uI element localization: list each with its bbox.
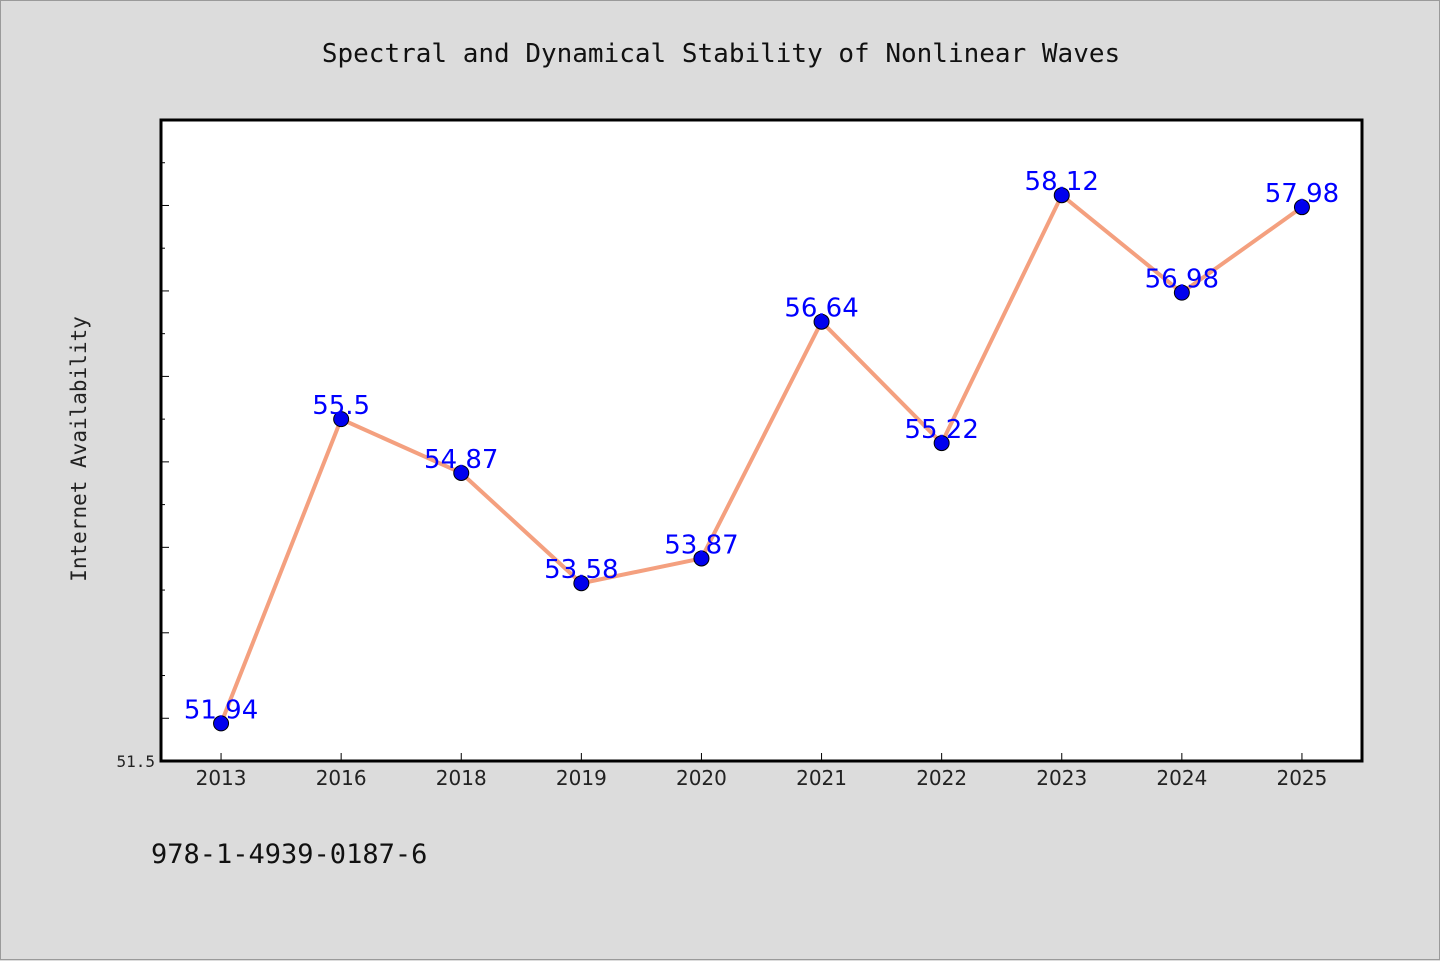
x-tick-label: 2024 — [1156, 766, 1207, 790]
data-label: 53.87 — [664, 530, 738, 560]
y-axis-label: Internet Availability — [67, 316, 91, 582]
isbn-label: 978-1-4939-0187-6 — [151, 839, 427, 870]
x-tick-label: 2023 — [1036, 766, 1087, 790]
x-tick-label: 2021 — [796, 766, 847, 790]
x-axis: 2013 2016 2018 2019 2020 2021 2022 2023 2024 2025 — [196, 753, 1327, 790]
data-label: 57.98 — [1265, 179, 1339, 209]
x-tick-label: 2020 — [676, 766, 727, 790]
chart-title: Spectral and Dynamical Stability of Nonl… — [322, 39, 1120, 69]
data-label: 55.5 — [312, 391, 370, 421]
x-tick-label: 2018 — [436, 766, 487, 790]
data-label: 51.94 — [184, 695, 258, 725]
y-axis: 51.5 — [116, 119, 169, 771]
x-tick-label: 2013 — [196, 766, 247, 790]
series-line-group: 51.94 55.5 54.87 53.58 53.87 56.64 55.22 58.12 5… — [184, 167, 1339, 732]
data-label: 56.98 — [1145, 265, 1219, 295]
data-point-marker — [1053, 187, 1070, 204]
data-label: 55.22 — [904, 415, 978, 445]
data-label: 54.87 — [424, 445, 498, 475]
data-label: 56.64 — [784, 294, 858, 324]
data-label: 53.58 — [544, 555, 618, 585]
x-tick-label: 2019 — [556, 766, 607, 790]
data-point-marker — [333, 411, 350, 428]
data-point-marker — [693, 550, 710, 567]
data-point-marker — [1293, 199, 1310, 216]
data-label: 58.12 — [1025, 167, 1099, 197]
data-point-marker — [1173, 284, 1190, 301]
series-line — [219, 193, 1304, 725]
y-tick-label: 51.5 — [116, 752, 155, 771]
data-point-marker — [573, 575, 590, 592]
data-point-marker — [813, 313, 830, 330]
data-point-marker — [213, 715, 230, 732]
data-point-marker — [453, 464, 470, 481]
data-point-marker — [933, 435, 950, 452]
x-tick-label: 2016 — [316, 766, 367, 790]
x-tick-label: 2025 — [1276, 766, 1327, 790]
x-tick-label: 2022 — [916, 766, 967, 790]
